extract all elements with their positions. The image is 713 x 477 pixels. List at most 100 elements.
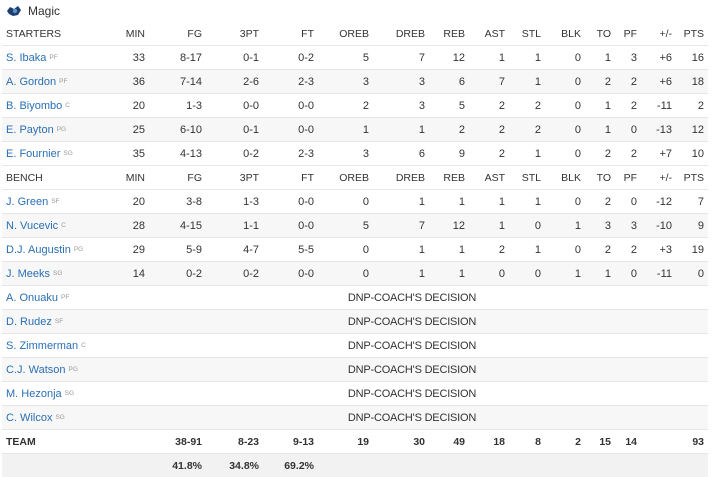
column-header: MIN [116,166,149,190]
stat-cell: 3 [318,70,373,94]
stat-cell: 2 [469,118,509,142]
total-cell: 93 [676,430,708,454]
stat-cell: 0-2 [206,262,263,286]
stat-cell: 1 [469,190,509,214]
stat-cell: 1 [373,238,429,262]
stat-cell: 1-3 [206,190,263,214]
player-link[interactable]: E. Fournier [6,148,60,160]
player-link[interactable]: C. Wilcox [6,412,52,424]
percent-cell [116,454,149,477]
player-link[interactable]: A. Gordon [6,76,56,88]
stat-cell: 0-1 [206,118,263,142]
column-header: PTS [676,166,708,190]
total-cell: 19 [318,430,373,454]
percent-cell [469,454,509,477]
total-cell [641,430,676,454]
stat-cell: 0-2 [149,262,206,286]
stat-cell: 20 [116,190,149,214]
stat-cell: 1 [373,118,429,142]
stat-cell: 2 [585,70,615,94]
player-link[interactable]: M. Hezonja [6,388,62,400]
player-link[interactable]: E. Payton [6,124,54,136]
player-link[interactable]: D.J. Augustin [6,244,71,256]
stat-cell: 0 [545,118,585,142]
stat-cell: 2 [585,238,615,262]
stat-cell: 0-2 [263,46,318,70]
column-header: +/- [641,22,676,46]
stat-cell: 12 [429,214,469,238]
column-header: MIN [116,22,149,46]
player-link[interactable]: A. Onuaku [6,292,58,304]
player-link[interactable]: N. Vucevic [6,220,58,232]
player-link[interactable]: J. Meeks [6,268,50,280]
stat-cell: 6 [373,142,429,166]
team-logo-icon [6,4,22,18]
player-link[interactable]: B. Biyombo [6,100,62,112]
stat-cell: 1 [545,262,585,286]
stat-cell: +6 [641,46,676,70]
stat-cell: 1 [373,190,429,214]
stat-cell: 5 [429,94,469,118]
stat-cell: 0 [469,262,509,286]
player-link[interactable]: D. Rudez [6,316,52,328]
stat-cell: 1-1 [206,214,263,238]
stat-cell: 2 [615,70,641,94]
stat-cell: -12 [641,190,676,214]
stat-cell: 5 [318,214,373,238]
column-header: STL [509,166,545,190]
percent-cell [585,454,615,477]
stat-cell: 29 [116,238,149,262]
column-header: STL [509,22,545,46]
stat-cell: 5-5 [263,238,318,262]
player-position: SG [55,414,64,421]
player-link[interactable]: J. Green [6,196,48,208]
player-position: PG [57,126,66,133]
stat-cell: -10 [641,214,676,238]
stat-cell: 1 [585,46,615,70]
stat-cell: 2 [318,94,373,118]
player-position: SF [55,318,63,325]
dnp-note: DNP-COACH'S DECISION [116,406,708,430]
total-cell: 2 [545,430,585,454]
stat-cell: 7 [373,46,429,70]
stat-cell: 28 [116,214,149,238]
player-link[interactable]: C.J. Watson [6,364,66,376]
stat-cell: 0 [318,238,373,262]
player-position: PG [69,366,78,373]
stat-cell: 7 [373,214,429,238]
stat-cell: 2 [429,118,469,142]
total-cell: 9-13 [263,430,318,454]
stat-cell: 3 [373,70,429,94]
percent-cell [509,454,545,477]
stat-cell: 2-3 [263,142,318,166]
player-link[interactable]: S. Zimmerman [6,340,78,352]
percent-cell: 41.8% [149,454,206,477]
stat-cell: 0 [545,70,585,94]
stat-cell: 2 [469,142,509,166]
stat-cell: 0 [545,142,585,166]
stat-cell: 0 [318,262,373,286]
player-link[interactable]: S. Ibaka [6,52,46,64]
stat-cell: 6-10 [149,118,206,142]
percent-label [2,454,116,477]
stat-cell: 1 [509,238,545,262]
stat-cell: 6 [429,70,469,94]
percent-cell: 34.8% [206,454,263,477]
stat-cell: 9 [676,214,708,238]
stat-cell: 1 [585,262,615,286]
stat-cell: 0-0 [263,214,318,238]
